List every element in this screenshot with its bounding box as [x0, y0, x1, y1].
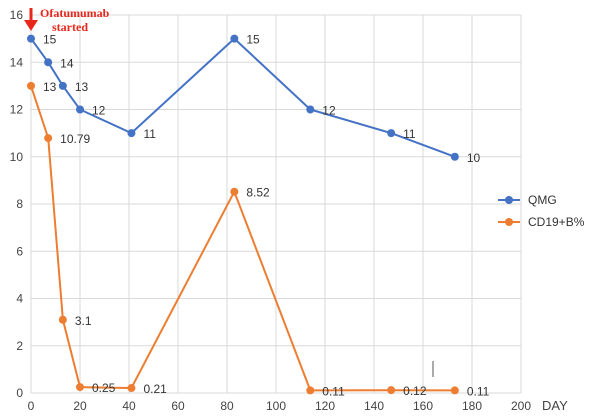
data-point [58, 315, 67, 324]
data-point [58, 81, 67, 90]
data-label: 0.21 [143, 382, 167, 396]
series-line-qmg [30, 37, 456, 158]
data-label: 12 [322, 104, 336, 118]
data-point [76, 383, 84, 392]
data-point [44, 134, 53, 143]
y-tick-label: 8 [16, 197, 23, 211]
x-tick-label: 100 [266, 399, 286, 413]
annotation-line-1: Ofatumumab [40, 6, 110, 20]
data-point [387, 129, 396, 138]
data-point [127, 129, 136, 138]
y-tick-label: 4 [16, 292, 23, 306]
data-label: 10.79 [60, 132, 90, 146]
x-tick-label: 140 [364, 399, 384, 413]
x-tick-label: 160 [413, 399, 433, 413]
data-label: 11 [143, 127, 156, 141]
x-tick-label: 180 [462, 399, 482, 413]
data-point [230, 187, 239, 196]
ofatumumab-arrow-icon [24, 20, 38, 31]
data-label: 3.1 [75, 314, 92, 328]
annotation-layer: Ofatumumab started [24, 6, 110, 34]
data-label: 13 [75, 80, 89, 94]
grid-layer [30, 14, 522, 394]
y-tick-label: 2 [16, 339, 23, 353]
data-label: 10 [467, 151, 481, 165]
x-tick-label: 20 [73, 399, 87, 413]
legend: QMG CD19+B% [498, 193, 585, 229]
data-label: 13 [43, 80, 57, 94]
data-point [450, 386, 459, 395]
x-tick-label: 60 [171, 399, 185, 413]
legend-swatch-marker [505, 218, 513, 226]
legend-label: QMG [528, 193, 557, 207]
data-label: 0.11 [322, 384, 345, 398]
x-tick-label: 200 [511, 399, 531, 413]
data-point [306, 386, 315, 395]
data-point [44, 58, 53, 67]
x-tick-label: 0 [28, 399, 35, 413]
x-axis-title: DAY [542, 398, 568, 413]
data-label: 15 [246, 33, 260, 47]
data-point [450, 152, 459, 161]
data-label: 8.52 [246, 186, 270, 200]
y-tick-label: 16 [10, 8, 24, 22]
data-point [230, 34, 239, 43]
y-tick-label: 0 [16, 386, 23, 400]
data-point [27, 81, 35, 90]
x-tick-label: 40 [122, 399, 136, 413]
data-label: 14 [60, 56, 74, 70]
data-point [387, 386, 396, 395]
x-tick-label: 120 [315, 399, 335, 413]
data-label: 0.12 [403, 384, 427, 398]
y-tick-label: 10 [10, 150, 24, 164]
data-label: 15 [43, 33, 57, 47]
series-layer [27, 34, 459, 395]
data-label: 12 [92, 104, 106, 118]
legend-label: CD19+B% [528, 215, 585, 229]
legend-swatch-marker [505, 196, 513, 204]
data-label: 11 [403, 127, 416, 141]
data-point [127, 384, 136, 393]
data-point [306, 105, 315, 114]
y-tick-label: 12 [10, 103, 24, 117]
data-label: 0.25 [92, 381, 116, 395]
y-tick-label: 14 [10, 55, 24, 69]
data-label: 0.11 [467, 384, 490, 398]
annotation-line-2: started [52, 20, 88, 34]
x-tick-label: 80 [220, 399, 234, 413]
data-point [76, 105, 84, 114]
data-point [27, 34, 35, 43]
y-tick-label: 6 [16, 244, 23, 258]
